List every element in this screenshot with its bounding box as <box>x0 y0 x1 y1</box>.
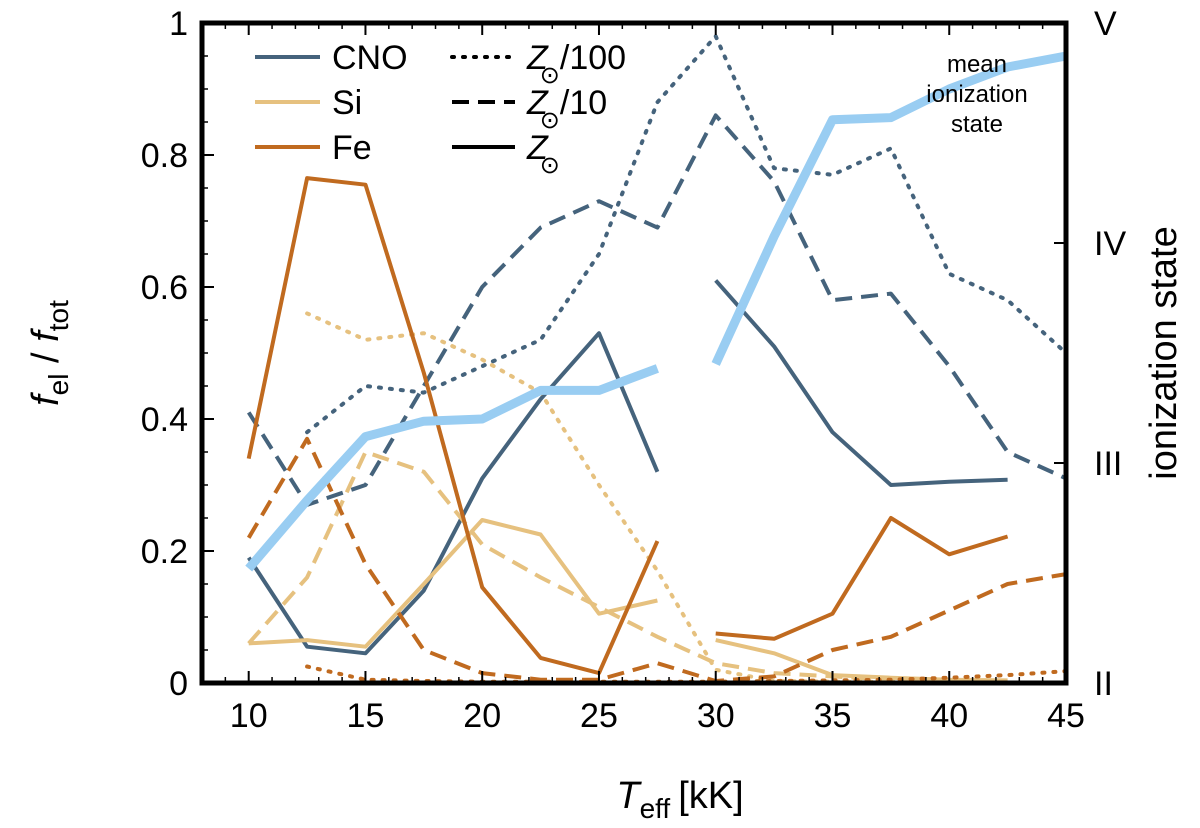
series-cno-z-over-10-seg-0 <box>247 113 1067 507</box>
series-si-z-seg-1 <box>715 638 1008 683</box>
series-si-z-over-100-seg-0 <box>305 311 952 684</box>
ionization-annotation: mean ionization state <box>926 51 1027 138</box>
y-axis-title: fel / ftot <box>25 300 74 406</box>
legend-label-z1: Z⊙ <box>526 129 560 179</box>
series-cno-z-seg-1 <box>714 279 1008 487</box>
series-fe-z-seg-0 <box>246 176 660 676</box>
y2-tick-label: II <box>1094 665 1113 703</box>
x-tick-label: 20 <box>463 697 501 735</box>
annotation-line-1: mean <box>947 51 1007 78</box>
x-tick-label: 30 <box>697 697 735 735</box>
x-tick-label: 15 <box>347 697 385 735</box>
x-tick-label: 45 <box>1047 697 1085 735</box>
annotation-line-2: ionization <box>926 81 1027 108</box>
y-tick-label: 0.4 <box>141 401 188 439</box>
y-tick-label: 0 <box>169 665 188 703</box>
x-tick-label: 35 <box>814 697 852 735</box>
series-mean-ionization-seg-1 <box>711 51 1067 366</box>
y-tick-label: 0.8 <box>141 137 188 175</box>
series-cno-z-over-100-seg-0 <box>305 34 1068 435</box>
series-cno-z-seg-0 <box>247 331 660 656</box>
y-tick-label: 1 <box>169 5 188 43</box>
legend: CNO Si Fe Z⊙/100 Z⊙/10 Z⊙ <box>255 39 626 179</box>
x-tick-label: 40 <box>930 697 968 735</box>
series-mean-ionization-seg-0 <box>245 364 659 572</box>
legend-label-si: Si <box>332 84 362 122</box>
x-tick-label: 25 <box>580 697 618 735</box>
y2-tick-label: IV <box>1094 225 1126 263</box>
legend-label-fe: Fe <box>332 129 372 167</box>
y-tick-label: 0.2 <box>141 533 188 571</box>
annotation-line-3: state <box>951 111 1003 138</box>
y2-tick-label: V <box>1094 5 1117 43</box>
y-tick-label: 0.6 <box>141 269 188 307</box>
legend-label-z100: Z⊙/100 <box>526 39 626 89</box>
series-fe-z-seg-1 <box>715 516 1009 641</box>
series-si-z-seg-0 <box>248 518 658 649</box>
legend-label-cno: CNO <box>332 39 408 77</box>
x-tick-label: 10 <box>230 697 268 735</box>
y2-tick-label: III <box>1094 445 1122 483</box>
x-axis-title: Teff [kK] <box>616 775 743 824</box>
legend-label-z10: Z⊙/10 <box>526 84 607 134</box>
y2-axis-title: ionization state <box>1143 226 1185 480</box>
series-fe-z-over-10-seg-0 <box>246 436 1067 683</box>
